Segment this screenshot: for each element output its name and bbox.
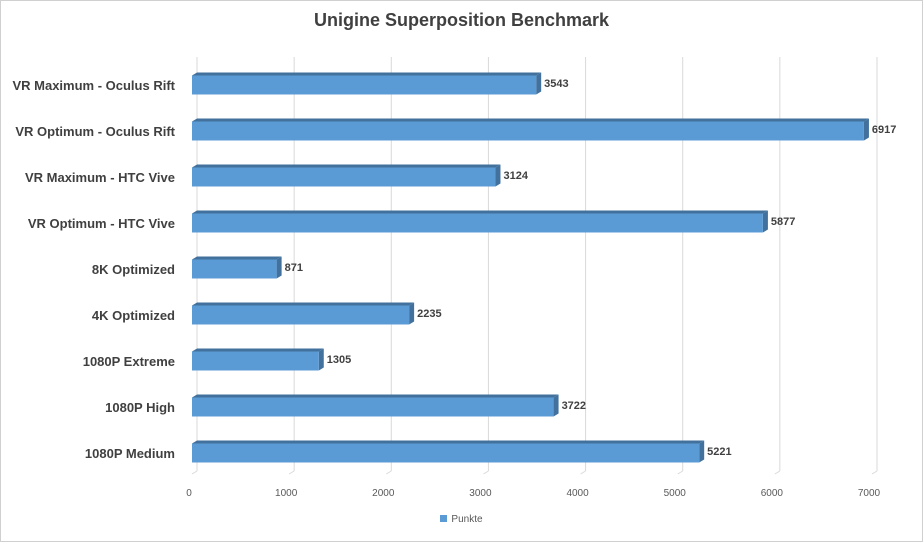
bar: [192, 443, 700, 463]
category-labels: VR Maximum - Oculus Rift VR Optimum - Ocu…: [12, 78, 175, 461]
bar-top: [192, 348, 324, 352]
bar-top: [192, 210, 768, 214]
floor-line: [871, 470, 878, 475]
floor-line: [191, 470, 198, 475]
bar: [192, 305, 410, 325]
bar-top: [192, 440, 705, 444]
x-tick-label: 1000: [275, 488, 298, 499]
bar-top: [192, 118, 869, 122]
floor-line: [774, 470, 781, 475]
legend-swatch: [440, 515, 448, 522]
category-label: 1080P Extreme: [83, 354, 175, 369]
category-label: VR Optimum - Oculus Rift: [15, 124, 175, 139]
x-tick-labels: 0 1000 2000 3000 4000 5000 6000 7000: [186, 488, 880, 499]
bar: [192, 167, 496, 187]
bar-side: [863, 118, 869, 141]
bar-top: [192, 72, 542, 76]
x-tick-label: 0: [186, 488, 192, 499]
data-label: 3722: [562, 400, 586, 412]
data-label: 871: [285, 262, 303, 274]
x-tick-label: 5000: [664, 488, 687, 499]
bar: [192, 259, 277, 279]
x-tick-label: 3000: [469, 488, 492, 499]
category-label: 8K Optimized: [92, 262, 175, 277]
floor-line: [386, 470, 392, 475]
data-label: 1305: [327, 354, 351, 366]
category-label: VR Maximum - Oculus Rift: [12, 78, 175, 93]
category-label: VR Maximum - HTC Vive: [25, 170, 175, 185]
bar-top: [192, 302, 415, 306]
bar-side: [699, 440, 705, 463]
data-label: 3543: [544, 78, 568, 90]
bar: [192, 121, 864, 141]
bar-side: [409, 302, 415, 325]
bar-side: [536, 72, 542, 95]
data-label: 5221: [707, 446, 731, 458]
legend: Punkte: [0, 514, 923, 525]
floor-line: [483, 470, 489, 475]
category-label: 4K Optimized: [92, 308, 175, 323]
bar-top: [192, 164, 501, 168]
category-label: VR Optimum - HTC Vive: [28, 216, 175, 231]
floor-line: [580, 470, 586, 475]
bar-top: [192, 256, 282, 260]
category-label: 1080P Medium: [85, 446, 175, 461]
bar: [192, 351, 319, 371]
data-label: 2235: [417, 308, 441, 320]
x-tick-label: 6000: [761, 488, 784, 499]
bar: [192, 213, 763, 233]
legend-label: Punkte: [451, 514, 483, 525]
bar-side: [318, 348, 324, 371]
bar-side: [553, 394, 559, 417]
data-label: 6917: [872, 124, 896, 136]
floor-line: [288, 470, 295, 475]
bar-side: [762, 210, 768, 233]
x-tick-label: 4000: [566, 488, 589, 499]
chart-title: Unigine Superposition Benchmark: [313, 10, 610, 30]
data-label: 3124: [503, 170, 528, 182]
floor-line: [677, 470, 683, 475]
bar-side: [276, 256, 282, 279]
bar: [192, 75, 537, 95]
x-tick-label: 7000: [858, 488, 881, 499]
x-tick-label: 2000: [372, 488, 395, 499]
bars: [192, 72, 869, 463]
bar-side: [495, 164, 501, 187]
bar: [192, 397, 554, 417]
category-label: 1080P High: [105, 400, 175, 415]
data-label: 5877: [771, 216, 795, 228]
bar-top: [192, 394, 559, 398]
data-labels: 3543 6917 3124 5877 871 2235 1305 3722 5221: [285, 78, 897, 458]
